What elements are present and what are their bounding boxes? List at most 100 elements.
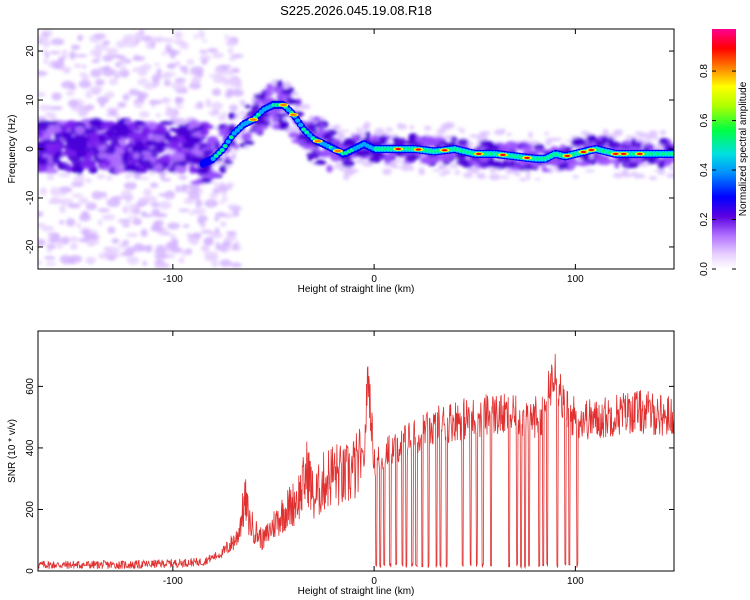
- heatmap-blob: [368, 156, 382, 163]
- heatmap-blob: [625, 135, 636, 139]
- heatmap-blob: [89, 85, 103, 93]
- heatmap-blob: [133, 100, 138, 104]
- heatmap-blob: [445, 134, 451, 141]
- heatmap-blob: [225, 40, 237, 47]
- heatmap-blob: [106, 107, 121, 111]
- heatmap-blob: [165, 44, 172, 52]
- heatmap-blob: [66, 90, 75, 96]
- heatmap-blob: [341, 159, 355, 168]
- heatmap-blob: [581, 155, 590, 162]
- heatmap-blob: [343, 173, 350, 181]
- heatmap-ridge-mark: [237, 125, 243, 130]
- heatmap-blob: [47, 232, 60, 238]
- heatmap-blob: [173, 31, 183, 39]
- heatmap-blob: [212, 52, 224, 59]
- heatmap-blob: [59, 220, 65, 225]
- heatmap-blob: [148, 134, 164, 141]
- heatmap-blob: [331, 124, 341, 128]
- heatmap-blob: [167, 63, 176, 69]
- heatmap-blob: [176, 146, 183, 152]
- heatmap-blob: [224, 79, 229, 87]
- heatmap-blob: [232, 143, 240, 150]
- heatmap-blob: [91, 121, 100, 128]
- heatmap-blob: [43, 58, 48, 65]
- heatmap-blob: [60, 66, 72, 72]
- heatmap-blob: [534, 178, 542, 181]
- heatmap-ridge-mark: [304, 130, 309, 134]
- heatmap-blob: [241, 133, 247, 141]
- heatmap-blob: [232, 89, 244, 97]
- heatmap-blob: [143, 195, 158, 203]
- heatmap-blob: [397, 122, 402, 129]
- heatmap-blob: [525, 170, 531, 175]
- heatmap-blob: [664, 160, 672, 167]
- snr-xtick-label: 0: [371, 576, 377, 587]
- heatmap-blob: [547, 166, 554, 174]
- heatmap-hotspot: [589, 148, 594, 151]
- heatmap-blob: [175, 185, 181, 193]
- heatmap-blob: [140, 211, 148, 215]
- heatmap-blob: [226, 204, 240, 208]
- heatmap-blob: [111, 237, 120, 244]
- heatmap-blob: [57, 172, 71, 178]
- heatmap-blob: [58, 186, 73, 193]
- heatmap-blob: [43, 168, 59, 174]
- heatmap-hotspot: [249, 118, 257, 121]
- heatmap-blob: [584, 169, 596, 173]
- heatmap-blob: [137, 68, 148, 77]
- heatmap-blob: [178, 175, 188, 180]
- heatmap-blob: [134, 31, 142, 41]
- heatmap-blob: [338, 130, 343, 134]
- heatmap-blob: [72, 176, 86, 183]
- heatmap-blob: [56, 120, 68, 126]
- heatmap-blob: [93, 33, 107, 39]
- heatmap-blob: [192, 207, 206, 215]
- heatmap-blob: [420, 156, 433, 164]
- heatmap-blob: [224, 70, 235, 76]
- heatmap-blob: [158, 201, 172, 210]
- heatmap-blob: [181, 249, 187, 258]
- heatmap-blob: [174, 96, 184, 103]
- heatmap-blob: [456, 127, 465, 130]
- heatmap-blob: [104, 91, 115, 99]
- heatmap-blob: [408, 165, 414, 172]
- heatmap-blob: [142, 260, 147, 266]
- heatmap-blob: [112, 54, 124, 59]
- heatmap-blob: [68, 254, 83, 264]
- heatmap-ridge-mark: [307, 133, 313, 138]
- heatmap-blob: [204, 254, 219, 259]
- heatmap-blob: [133, 243, 145, 252]
- heatmap-blob: [499, 175, 510, 179]
- heatmap-blob: [161, 97, 170, 104]
- heatmap-blob: [513, 170, 521, 177]
- colorbar-tick-label: 0.4: [699, 163, 710, 177]
- heatmap-blob: [41, 139, 56, 144]
- colorbar-tick-label: 0.6: [699, 113, 710, 127]
- colorbar-ticks: 0.0 0.2 0.4 0.6 0.8: [699, 64, 736, 276]
- heatmap-blob: [49, 50, 61, 55]
- heatmap-blob: [175, 105, 184, 109]
- heatmap-blob: [232, 210, 240, 217]
- heatmap-blob: [38, 211, 44, 218]
- heatmap-hotspot: [613, 152, 619, 155]
- heatmap-blob: [256, 117, 267, 126]
- heatmap-ytick-label: 0: [25, 146, 36, 152]
- snr-panel: -100 0 100 0 200 400 600 Height of straight li…: [7, 330, 675, 597]
- heatmap-ridge-mark: [214, 154, 219, 158]
- heatmap-blob: [49, 236, 62, 243]
- heatmap-blob: [85, 202, 97, 211]
- heatmap-blob: [277, 93, 291, 99]
- heatmap-blob: [179, 42, 190, 50]
- colorbar-label: Normalized spectral amplitude: [738, 81, 749, 216]
- heatmap-blob: [188, 192, 201, 200]
- heatmap-hotspot: [442, 149, 447, 152]
- heatmap-blob: [159, 171, 165, 180]
- heatmap-blob: [607, 137, 615, 146]
- heatmap-blob: [106, 153, 122, 163]
- heatmap-blob: [165, 132, 172, 142]
- snr-ytick-label: 200: [25, 501, 36, 518]
- heatmap-blob: [648, 130, 659, 135]
- heatmap-blob: [202, 149, 215, 157]
- heatmap-blob: [72, 135, 87, 140]
- heatmap-hotspot: [476, 152, 482, 155]
